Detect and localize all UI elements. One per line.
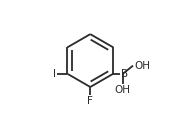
Text: F: F [87, 96, 93, 106]
Text: B: B [121, 69, 128, 79]
Text: OH: OH [134, 61, 150, 71]
Text: I: I [53, 69, 56, 79]
Text: OH: OH [115, 85, 131, 95]
